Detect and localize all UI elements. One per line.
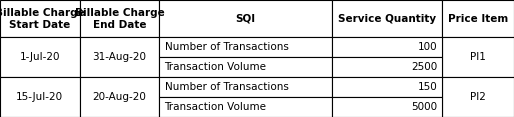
Bar <box>159 0 332 37</box>
Bar <box>80 37 159 77</box>
Bar <box>332 97 442 117</box>
Text: Transaction Volume: Transaction Volume <box>164 62 266 72</box>
Text: 15-Jul-20: 15-Jul-20 <box>16 92 63 102</box>
Bar <box>332 57 442 77</box>
Bar <box>159 77 332 97</box>
Text: Transaction Volume: Transaction Volume <box>164 102 266 112</box>
Text: Price Item: Price Item <box>448 14 508 24</box>
Text: SQI: SQI <box>235 14 255 24</box>
Bar <box>159 97 332 117</box>
Bar <box>332 0 442 37</box>
Bar <box>0 77 80 117</box>
Bar <box>0 0 80 37</box>
Text: 1-Jul-20: 1-Jul-20 <box>20 52 60 62</box>
Bar <box>332 77 442 97</box>
Bar <box>442 37 514 77</box>
Text: Number of Transactions: Number of Transactions <box>164 42 288 52</box>
Text: 20-Aug-20: 20-Aug-20 <box>93 92 146 102</box>
Text: Service Quantity: Service Quantity <box>338 14 436 24</box>
Bar <box>159 37 332 57</box>
Bar <box>159 57 332 77</box>
Text: Billable Charge
End Date: Billable Charge End Date <box>75 8 164 29</box>
Text: Number of Transactions: Number of Transactions <box>164 82 288 92</box>
Bar <box>0 37 80 77</box>
Text: 100: 100 <box>418 42 437 52</box>
Text: PI1: PI1 <box>470 52 486 62</box>
Bar <box>80 0 159 37</box>
Text: Billable Charge
Start Date: Billable Charge Start Date <box>0 8 85 29</box>
Text: 150: 150 <box>418 82 437 92</box>
Bar <box>442 0 514 37</box>
Text: 5000: 5000 <box>412 102 437 112</box>
Bar <box>332 37 442 57</box>
Bar <box>80 77 159 117</box>
Text: 31-Aug-20: 31-Aug-20 <box>93 52 146 62</box>
Text: 2500: 2500 <box>411 62 437 72</box>
Bar <box>442 77 514 117</box>
Text: PI2: PI2 <box>470 92 486 102</box>
